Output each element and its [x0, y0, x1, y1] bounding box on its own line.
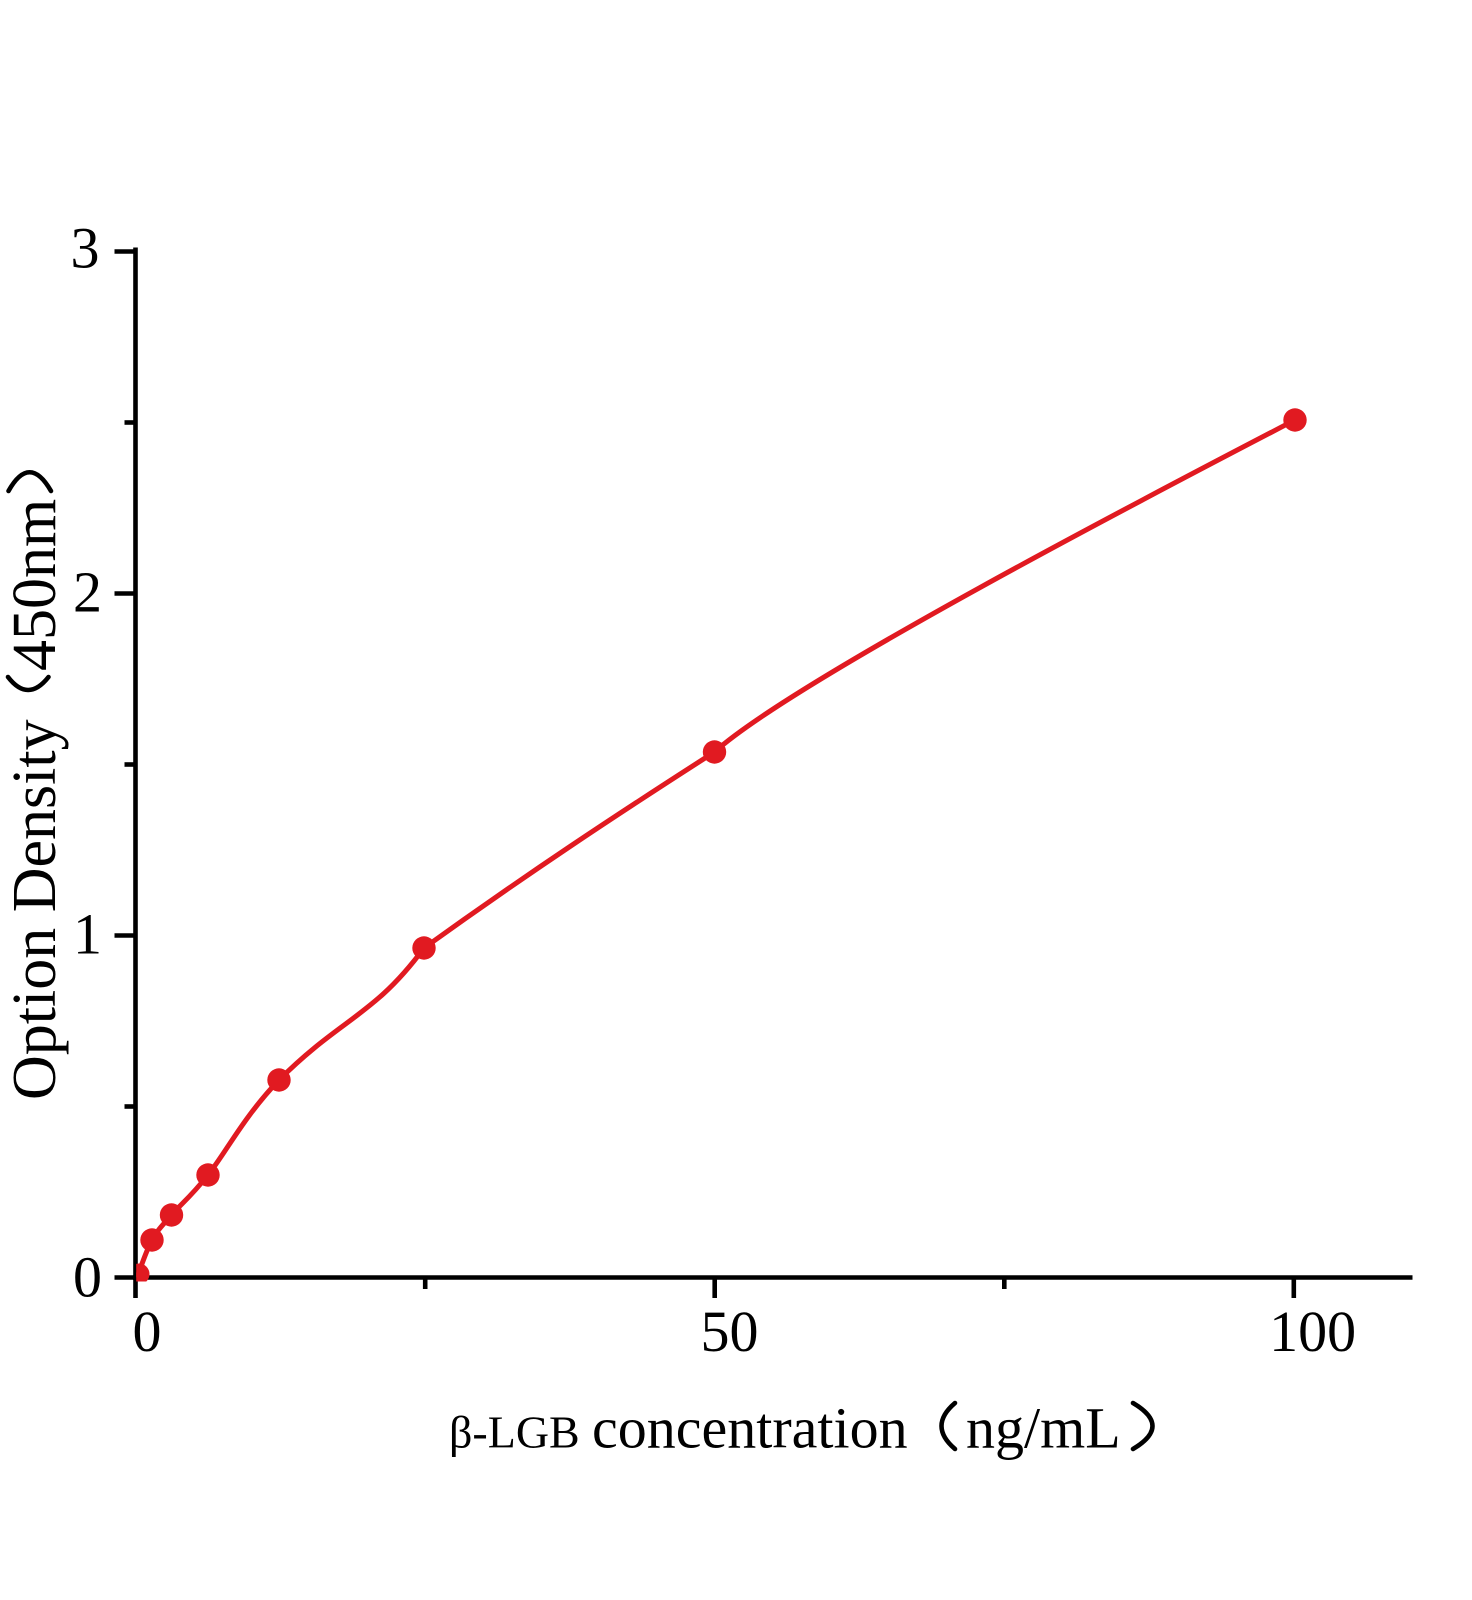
svg-text:Option Density450nm: Option Density450nm	[1, 499, 69, 1100]
svg-text:0: 0	[133, 1299, 162, 1364]
svg-text:β-LGB concentration ng: β-LGB concentration ng/mL	[449, 1396, 1121, 1461]
svg-text:2: 2	[73, 560, 102, 625]
svg-text:100: 100	[1269, 1299, 1356, 1364]
svg-text:50: 50	[701, 1299, 759, 1364]
svg-text:0: 0	[73, 1245, 102, 1310]
svg-text:3: 3	[71, 216, 100, 281]
svg-text:1: 1	[73, 902, 102, 967]
